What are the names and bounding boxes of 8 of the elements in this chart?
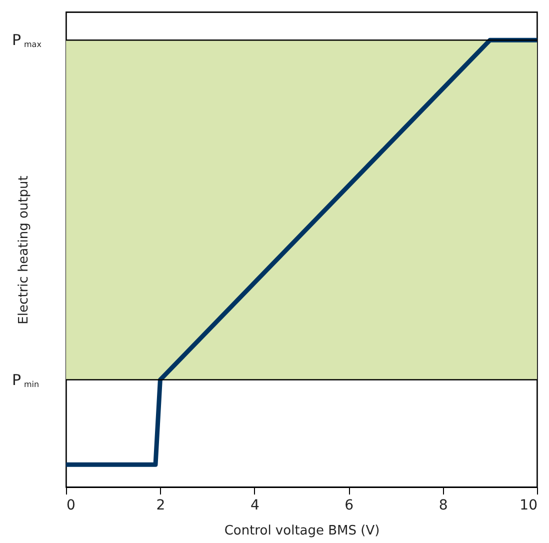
x-tick-label: 10 <box>520 498 538 514</box>
x-axis-title: Control voltage BMS (V) <box>224 524 380 538</box>
x-tick-label: 6 <box>344 498 354 514</box>
x-tick-label: 2 <box>156 498 166 514</box>
x-tick-label: 8 <box>438 498 448 514</box>
x-tick-label: 0 <box>66 498 76 514</box>
y-axis-title: Electric heating output <box>16 176 32 324</box>
x-tick-label: 4 <box>250 498 260 514</box>
